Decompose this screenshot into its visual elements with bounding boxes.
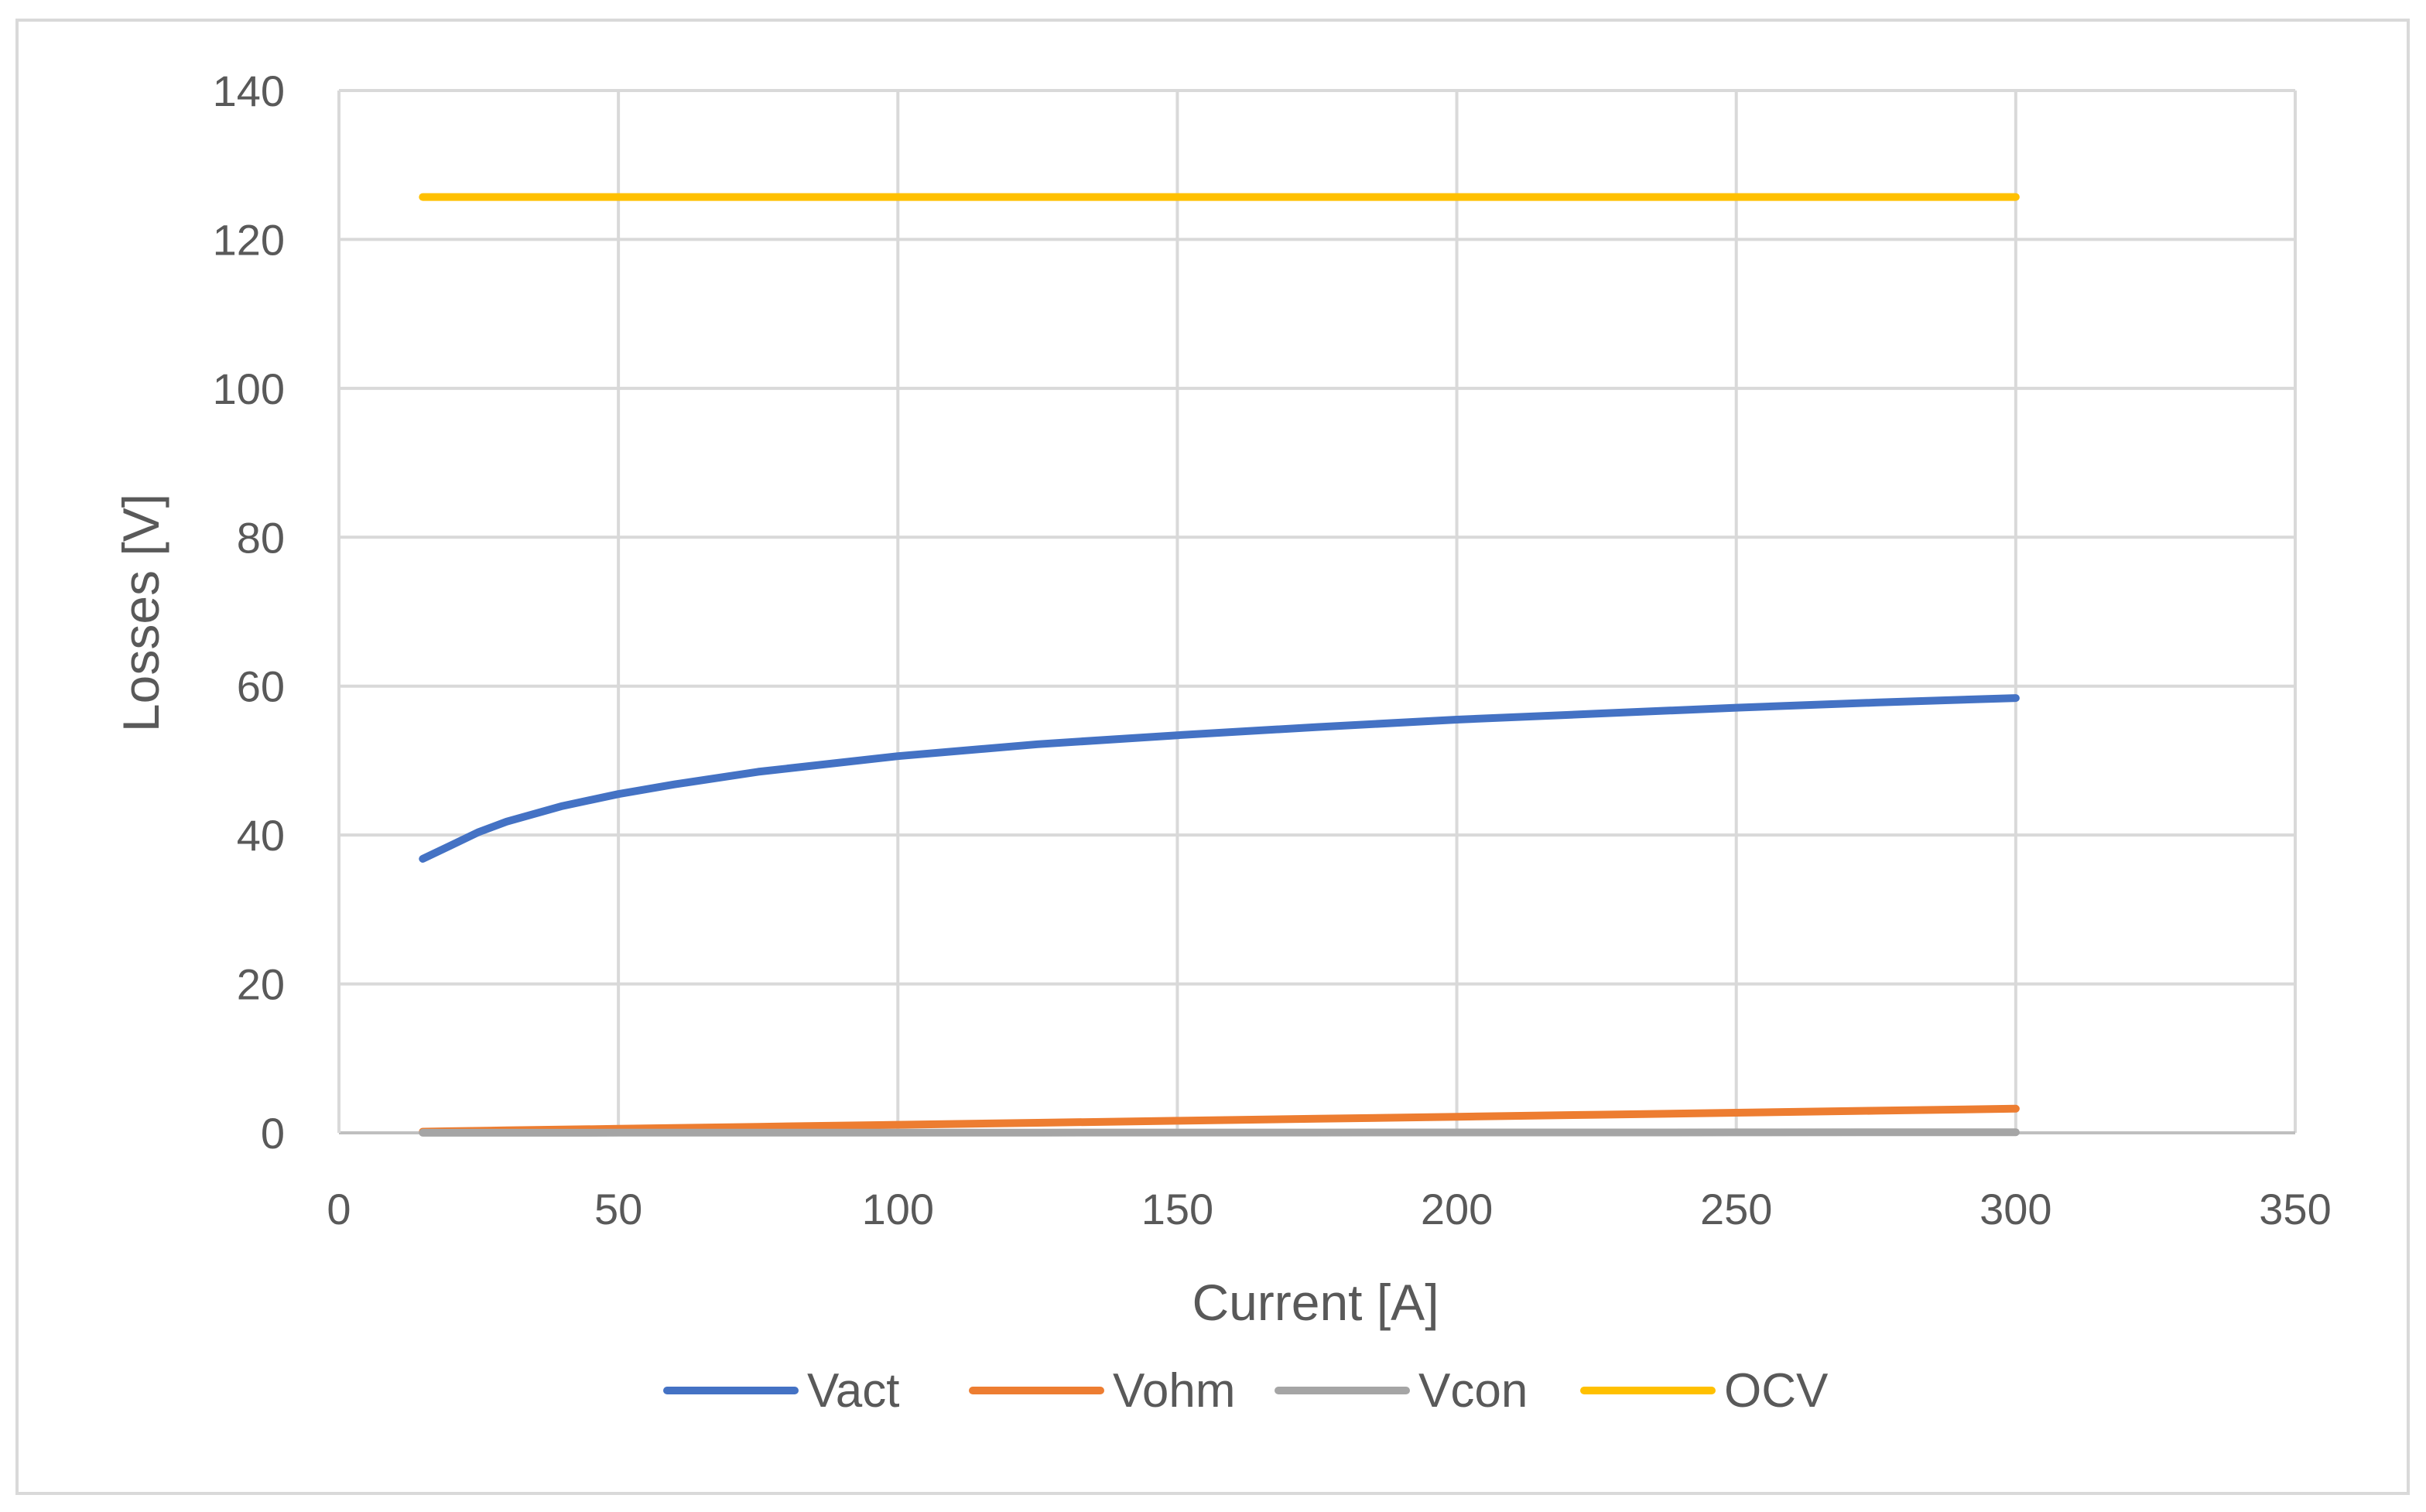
legend-label: Vohm	[1113, 1364, 1236, 1418]
legend-item-vohm: Vohm	[969, 1364, 1236, 1418]
legend-item-vact: Vact	[663, 1364, 899, 1418]
x-tick-label: 50	[594, 1185, 642, 1233]
series-line-vohm	[419, 1104, 2020, 1136]
legend-label: Vcon	[1418, 1364, 1528, 1418]
y-tick-label: 20	[237, 960, 285, 1009]
series-line-vact	[419, 694, 2020, 863]
tick-labels: 0 20 40 60 80 100 120 140 0 50 100 150 200 250 300 350	[213, 67, 2332, 1233]
x-tick-label: 250	[1700, 1185, 1772, 1233]
y-tick-label: 60	[237, 662, 285, 711]
series-line-vcon	[419, 1128, 2020, 1137]
plot-series	[419, 193, 2020, 1137]
y-tick-label: 120	[213, 215, 285, 264]
y-tick-label: 140	[213, 67, 285, 115]
x-axis-title: Current [A]	[1192, 1274, 1439, 1331]
x-tick-label: 300	[1979, 1185, 2051, 1233]
gridlines	[339, 89, 2297, 1133]
y-tick-label: 80	[237, 513, 285, 562]
x-tick-label: 150	[1141, 1185, 1213, 1233]
axes	[337, 91, 2295, 1134]
chart-area	[15, 19, 2410, 1495]
legend-label: Vact	[807, 1364, 899, 1418]
x-tick-label: 350	[2259, 1185, 2331, 1233]
x-tick-label: 100	[862, 1185, 934, 1233]
legend-label: OCV	[1724, 1364, 1829, 1418]
x-tick-label: 200	[1421, 1185, 1493, 1233]
y-tick-label: 0	[261, 1109, 285, 1158]
y-tick-label: 40	[237, 811, 285, 860]
x-tick-label: 0	[327, 1185, 351, 1233]
legend-item-ocv: OCV	[1580, 1364, 1829, 1418]
legend-item-vcon: Vcon	[1275, 1364, 1528, 1418]
legend: Vact Vohm Vcon OCV	[663, 1364, 1829, 1418]
y-axis-title: Losses [V]	[112, 494, 169, 732]
y-tick-label: 100	[213, 364, 285, 413]
